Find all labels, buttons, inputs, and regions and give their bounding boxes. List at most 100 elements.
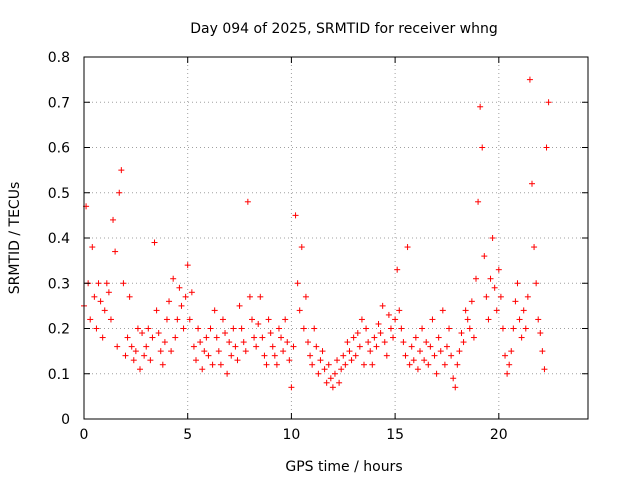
data-point xyxy=(114,343,121,350)
data-point xyxy=(446,325,453,332)
data-point xyxy=(93,325,100,332)
data-point xyxy=(417,348,423,355)
data-point xyxy=(286,357,293,364)
data-point xyxy=(174,316,181,323)
data-point xyxy=(425,361,432,368)
data-point xyxy=(402,352,409,359)
data-point xyxy=(149,334,156,341)
data-point xyxy=(462,307,469,314)
data-point xyxy=(336,379,343,386)
data-point xyxy=(103,280,110,287)
data-point xyxy=(543,144,550,151)
data-point xyxy=(166,298,173,305)
data-point xyxy=(390,334,397,341)
data-point xyxy=(325,361,332,368)
data-point xyxy=(361,361,367,368)
data-point xyxy=(491,284,498,291)
data-point xyxy=(178,302,185,309)
data-point xyxy=(394,266,401,273)
data-point xyxy=(468,298,475,305)
data-point xyxy=(118,167,125,174)
data-point xyxy=(499,325,506,332)
data-point xyxy=(481,253,488,260)
data-point xyxy=(475,198,482,205)
data-point xyxy=(207,325,214,332)
y-tick-label: 0.6 xyxy=(48,141,70,157)
data-point xyxy=(161,339,168,346)
data-point xyxy=(441,361,448,368)
data-point xyxy=(317,357,324,364)
data-point xyxy=(381,339,388,346)
data-point xyxy=(352,352,359,359)
data-point xyxy=(249,316,255,323)
data-point xyxy=(448,352,455,359)
data-point xyxy=(105,289,112,296)
data-point xyxy=(423,339,430,346)
data-point xyxy=(168,348,175,355)
data-point xyxy=(518,334,525,341)
data-point xyxy=(454,361,461,368)
data-point xyxy=(228,352,235,359)
data-point xyxy=(151,239,158,246)
data-point xyxy=(209,361,216,368)
data-point xyxy=(365,339,372,346)
y-tick-label: 0.4 xyxy=(48,231,70,247)
data-point xyxy=(398,325,405,332)
y-tick-label: 0.1 xyxy=(48,367,70,383)
data-point xyxy=(124,334,131,341)
data-point xyxy=(251,334,258,341)
data-point xyxy=(184,262,191,269)
chart-title: Day 094 of 2025, SRMTID for receiver whn… xyxy=(190,21,498,37)
data-point xyxy=(99,334,106,341)
data-point xyxy=(334,357,341,364)
data-point xyxy=(363,325,370,332)
data-point xyxy=(375,320,382,327)
data-point xyxy=(385,311,392,318)
data-point xyxy=(215,348,222,355)
data-point xyxy=(110,216,117,223)
data-point xyxy=(219,316,226,323)
data-point xyxy=(323,379,330,386)
data-point xyxy=(539,348,546,355)
data-point xyxy=(188,289,195,296)
data-point xyxy=(203,334,210,341)
data-point xyxy=(197,339,204,346)
data-point xyxy=(261,352,268,359)
data-point xyxy=(97,298,104,305)
data-point xyxy=(275,325,282,332)
data-point xyxy=(244,198,251,205)
data-point xyxy=(201,348,208,355)
data-point xyxy=(338,366,345,373)
data-point xyxy=(524,293,531,300)
data-point xyxy=(437,348,444,355)
data-point xyxy=(387,325,394,332)
data-point xyxy=(137,366,143,373)
data-point xyxy=(369,361,376,368)
data-point xyxy=(172,334,179,341)
data-point xyxy=(232,343,239,350)
data-point xyxy=(439,307,446,314)
data-point xyxy=(526,76,533,83)
data-point xyxy=(257,293,264,300)
data-point xyxy=(280,348,287,355)
data-point xyxy=(153,307,160,314)
data-point xyxy=(217,361,224,368)
data-point xyxy=(267,330,274,337)
data-point xyxy=(329,384,336,391)
data-point xyxy=(452,384,459,391)
data-point xyxy=(516,316,523,323)
data-point xyxy=(253,343,260,350)
data-point xyxy=(464,316,471,323)
data-point xyxy=(255,320,262,327)
x-tick-label: 5 xyxy=(183,427,192,443)
data-point xyxy=(377,330,384,337)
data-point xyxy=(290,343,297,350)
data-point xyxy=(284,339,291,346)
data-point xyxy=(371,334,378,341)
y-tick-label: 0.5 xyxy=(48,186,70,202)
data-point xyxy=(431,352,438,359)
data-point xyxy=(128,343,135,350)
data-point xyxy=(392,316,399,323)
